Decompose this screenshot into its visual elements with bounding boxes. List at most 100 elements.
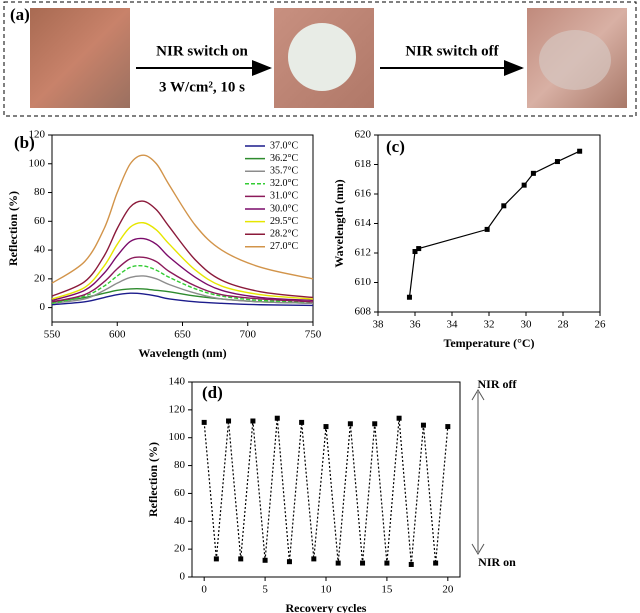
marker [416,246,422,252]
series-line [51,264,314,304]
panel-label: (c) [386,137,405,156]
y-tick-label: 0 [40,301,46,313]
y-tick-label: 620 [355,129,372,141]
legend-label: 32.0°C [270,178,298,189]
series-line [51,292,314,307]
annotation: NIR on [478,555,516,569]
y-tick-label: 40 [34,244,46,256]
x-tick-label: 32 [484,319,495,331]
marker [412,249,418,255]
marker [201,419,207,425]
x-tick-label: 36 [410,319,422,331]
y-tick-label: 610 [355,276,372,288]
marker [501,203,507,209]
y-tick-label: 100 [169,431,186,443]
marker [286,559,292,565]
panel-label: (d) [202,383,223,402]
photo [30,8,130,108]
y-tick-label: 120 [169,403,186,415]
x-tick-label: 20 [442,584,454,596]
x-tick-label: 550 [44,329,61,341]
series-line [203,418,449,565]
legend-label: 30.0°C [270,203,298,214]
x-tick-label: 30 [521,319,533,331]
x-tick-label: 700 [240,329,257,341]
legend-label: 31.0°C [270,191,298,202]
legend-label: 36.2°C [270,153,298,164]
y-axis-label: Reflection (%) [146,442,160,517]
x-tick-label: 28 [558,319,570,331]
panel-label: (b) [14,133,35,152]
x-tick-label: 750 [305,329,322,341]
x-tick-label: 600 [109,329,126,341]
marker [521,182,527,188]
marker [577,148,583,154]
x-tick-label: 5 [262,584,268,596]
marker [406,294,412,300]
marker [299,419,305,425]
y-tick-label: 608 [355,306,372,318]
arrow-label: NIR switch on [156,43,248,59]
y-tick-label: 612 [355,247,372,259]
y-tick-label: 20 [34,272,46,284]
y-tick-label: 616 [355,188,372,200]
y-tick-label: 120 [29,129,46,141]
y-tick-label: 80 [174,459,186,471]
marker [213,556,219,562]
marker [347,421,353,427]
legend-label: 35.7°C [270,165,298,176]
y-tick-label: 618 [355,158,372,170]
marker [554,159,560,165]
photo-spot [539,30,611,90]
marker [311,556,317,562]
marker [445,424,451,430]
x-tick-label: 34 [447,319,459,331]
marker [262,557,268,563]
legend-label: 27.0°C [270,241,298,252]
y-axis-label: Reflection (%) [6,191,20,266]
marker [484,226,490,232]
annotation: NIR off [478,377,518,391]
y-tick-label: 614 [355,217,372,229]
marker [250,418,256,424]
x-tick-label: 650 [174,329,191,341]
marker [396,415,402,421]
marker [323,424,329,430]
x-axis-label: Recovery cycles [286,601,367,613]
x-axis-label: Wavelength (nm) [138,346,226,360]
legend-label: 29.5°C [270,216,298,227]
arrow-label: 3 W/cm², 10 s [159,79,245,95]
marker [238,556,244,562]
marker [274,415,280,421]
series-line [51,200,314,299]
y-tick-label: 0 [180,571,186,583]
y-tick-label: 40 [174,515,186,527]
y-tick-label: 80 [34,186,46,198]
photo-spot [288,23,356,91]
marker [372,421,378,427]
series-line [51,221,314,300]
marker [530,170,536,176]
panel-label: (a) [10,5,30,24]
marker [384,560,390,566]
marker [335,560,341,566]
y-tick-label: 60 [34,215,46,227]
y-tick-label: 100 [29,157,46,169]
double-arrow-heads [471,389,485,555]
legend-label: 28.2°C [270,228,298,239]
y-axis-label: Wavelength (nm) [332,179,346,267]
series-line [51,275,314,304]
x-tick-label: 0 [201,584,207,596]
series-line [51,154,314,284]
legend-label: 37.0°C [270,140,298,151]
marker [226,418,232,424]
y-tick-label: 140 [169,376,186,388]
arrow-label: NIR switch off [405,43,499,59]
series-line [51,237,314,302]
marker [433,560,439,566]
x-axis-label: Temperature (°C) [443,336,534,350]
x-tick-label: 26 [595,319,607,331]
marker [360,560,366,566]
x-tick-label: 10 [321,584,333,596]
